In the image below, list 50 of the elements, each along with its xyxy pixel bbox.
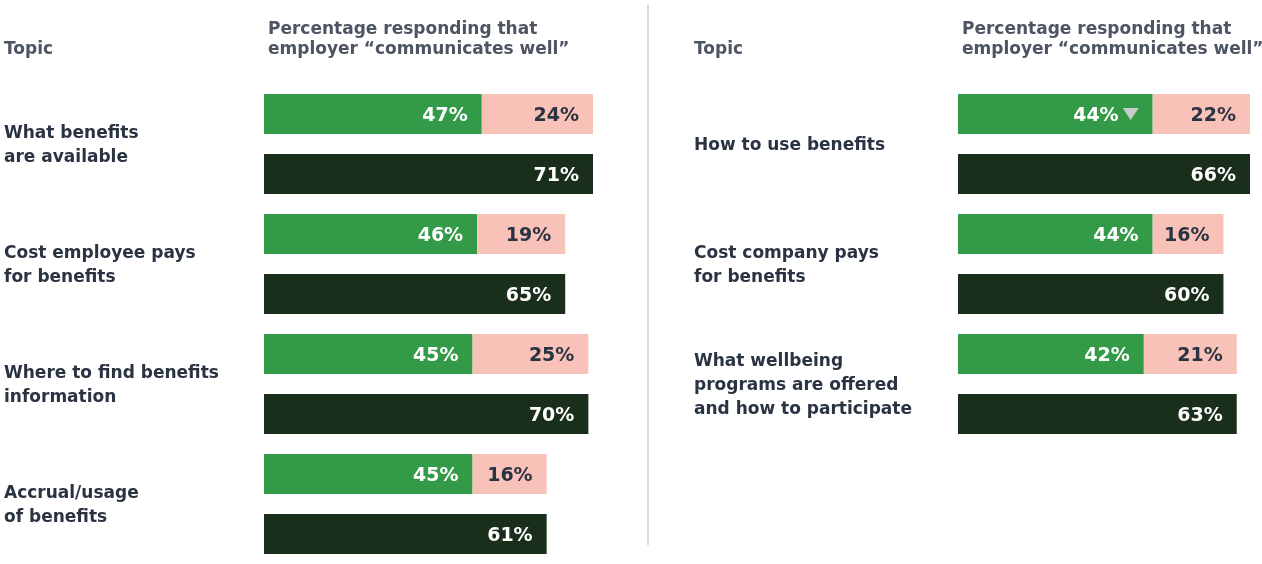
bar — [481, 94, 593, 134]
data-label: 47% — [422, 103, 468, 125]
data-label: 42% — [1084, 343, 1130, 365]
bar — [264, 154, 593, 194]
bar — [958, 334, 1144, 374]
y-tick-label: Where to find benefits information — [4, 362, 219, 406]
data-label: 21% — [1177, 343, 1223, 365]
bar — [958, 94, 1153, 134]
data-label: 25% — [528, 343, 575, 365]
data-label: 16% — [1163, 223, 1210, 245]
data-label: 60% — [1163, 283, 1210, 305]
data-label: 45% — [413, 463, 459, 485]
bar — [264, 214, 478, 254]
data-label: 61% — [487, 523, 533, 545]
bar — [264, 514, 547, 554]
y-axis-title: Topic — [4, 38, 54, 58]
data-label: 16% — [487, 463, 533, 485]
y-tick-label: Cost employee pays for benefits — [4, 242, 196, 286]
bar — [264, 454, 473, 494]
data-label: 19% — [505, 223, 552, 245]
bar — [1143, 334, 1237, 374]
data-label: 24% — [533, 103, 579, 125]
y-tick-label: Cost company pays for benefits — [694, 242, 879, 286]
data-label: 44% — [1093, 223, 1139, 245]
y-tick-label: How to use benefits — [694, 134, 886, 154]
data-label: 70% — [528, 403, 575, 425]
data-label: 22% — [1190, 103, 1236, 125]
bar — [264, 274, 566, 314]
bar — [958, 274, 1224, 314]
x-axis-title: Percentage responding that employer “communicates well” — [268, 18, 571, 58]
bar — [958, 214, 1153, 254]
y-axis-title: Topic — [694, 38, 744, 58]
bar — [264, 334, 473, 374]
data-label: 65% — [505, 283, 552, 305]
bar — [264, 394, 589, 434]
y-tick-label: Accrual/usage of benefits — [4, 482, 139, 526]
x-axis-title: Percentage responding that employer “communicates well” — [962, 18, 1262, 58]
y-tick-label: What wellbeing programs are offered and how to participate — [694, 350, 912, 418]
data-label: 63% — [1177, 403, 1223, 425]
bar — [472, 334, 589, 374]
data-label: 44% — [1073, 103, 1119, 125]
data-label: 45% — [413, 343, 459, 365]
y-tick-label: What benefits are available — [4, 122, 139, 166]
bar — [264, 94, 482, 134]
bar — [958, 394, 1237, 434]
data-label: 66% — [1190, 163, 1236, 185]
bar — [958, 154, 1250, 194]
data-label: 46% — [417, 223, 464, 245]
bar — [1152, 94, 1250, 134]
data-label: 71% — [533, 163, 579, 185]
